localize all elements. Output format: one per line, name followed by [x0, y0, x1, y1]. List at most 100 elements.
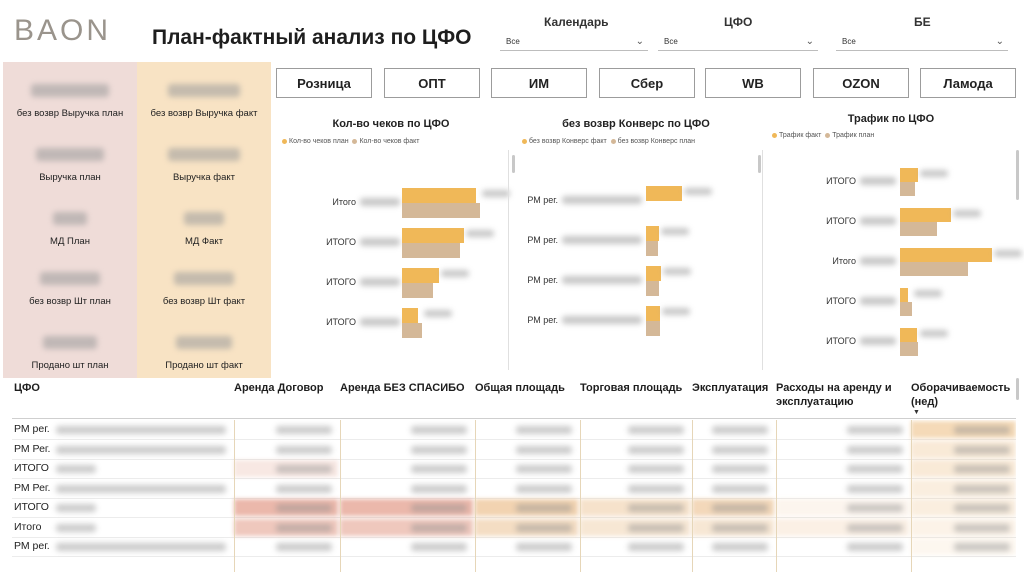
kpi-label: Продано шт факт — [165, 360, 243, 371]
tab-opt[interactable]: ОПТ — [384, 68, 480, 98]
cell-value — [847, 465, 903, 473]
kpi-plan-card: МД План — [3, 212, 137, 247]
bar-plan[interactable] — [402, 203, 480, 218]
bar-fact[interactable] — [900, 168, 919, 182]
scrollbar[interactable] — [758, 155, 761, 173]
heat-cell — [692, 518, 774, 536]
bar-fact[interactable] — [646, 306, 660, 321]
cell-value — [954, 445, 1010, 454]
scrollbar[interactable] — [1016, 378, 1019, 400]
bar-plan[interactable] — [900, 342, 919, 356]
bar-fact[interactable] — [402, 228, 465, 243]
bar-fact[interactable] — [402, 188, 477, 203]
row-label-blur — [56, 504, 96, 512]
col-header-turnover[interactable]: Оборачиваемость (нед) — [911, 382, 1011, 408]
bar-plan[interactable] — [900, 182, 915, 196]
col-header-exploitation[interactable]: Эксплуатация — [692, 382, 769, 394]
category-label-blur — [562, 236, 642, 244]
row-label: ИТОГО — [14, 462, 49, 474]
bar-fact[interactable] — [646, 266, 662, 281]
table-row[interactable] — [12, 537, 1016, 557]
cell-value — [954, 426, 1010, 434]
col-header-total-area[interactable]: Общая площадь — [475, 382, 565, 394]
bar-fact[interactable] — [900, 208, 951, 222]
scrollbar[interactable] — [512, 155, 515, 173]
filter-be-value: Все — [842, 37, 856, 46]
bar-plan[interactable] — [900, 222, 937, 236]
col-header-rent-no-spasibo[interactable]: Аренда БЕЗ СПАСИБО — [340, 382, 465, 394]
row-label: РМ рег. — [14, 423, 50, 435]
category-label: ИТОГО — [326, 277, 356, 287]
tab-lamoda[interactable]: Ламода — [920, 68, 1016, 98]
traffic-chart: Трафик по ЦФО Трафик факт Трафик план ИТ… — [766, 110, 1022, 376]
sort-desc-icon[interactable]: ▼ — [913, 409, 920, 416]
table-row[interactable] — [12, 498, 1016, 518]
col-header-expenses[interactable]: Расходы на аренду и эксплуатацию — [776, 382, 892, 408]
category-label: Итого — [832, 256, 856, 266]
data-label — [913, 290, 942, 297]
bar-plan[interactable] — [402, 243, 460, 258]
table-row[interactable] — [12, 420, 1016, 440]
filter-be-select[interactable]: Все ⌄ — [836, 35, 1008, 51]
cell-value — [411, 445, 467, 454]
bar-fact[interactable] — [646, 226, 659, 241]
row-label: РМ Рег. — [14, 442, 51, 455]
kpi-fact-card: Продано шт факт — [137, 336, 271, 371]
bar-plan[interactable] — [646, 281, 659, 296]
table-row[interactable] — [12, 479, 1016, 499]
legend-dot — [282, 138, 287, 144]
tab-sber[interactable]: Сбер — [599, 68, 695, 98]
bar-plan[interactable] — [646, 241, 658, 256]
checks-chart: Кол-во чеков по ЦФО Кол-во чеков план Ко… — [276, 110, 510, 376]
bar-fact[interactable] — [900, 288, 909, 302]
category-label: РМ рег. — [527, 195, 558, 205]
heat-cell — [234, 499, 338, 516]
col-header-retail-area[interactable]: Торговая площадь — [580, 382, 683, 394]
tab-ozon[interactable]: OZON — [813, 68, 909, 98]
bar-fact[interactable] — [900, 248, 992, 262]
category-label-blur — [562, 316, 642, 324]
row-label: Итого — [14, 520, 42, 533]
filter-cfo-select[interactable]: Все ⌄ — [658, 35, 818, 51]
cell-value — [628, 445, 684, 454]
cell-value — [712, 504, 768, 512]
bar-plan[interactable] — [402, 283, 434, 298]
kpi-value — [31, 84, 109, 97]
row-label-blur — [56, 445, 226, 454]
data-label — [482, 190, 510, 197]
legend-item: без возвр Конверс факт — [529, 138, 607, 145]
cell-value — [954, 543, 1010, 551]
bar-plan[interactable] — [402, 323, 422, 338]
bar-plan[interactable] — [900, 302, 912, 316]
cell-value — [516, 426, 572, 434]
bar-fact[interactable] — [402, 268, 440, 283]
filter-calendar-select[interactable]: Все ⌄ — [500, 35, 648, 51]
bar-plan[interactable] — [646, 321, 660, 336]
category-label-blur — [360, 278, 400, 286]
bar-fact[interactable] — [402, 308, 419, 323]
table-row[interactable] — [12, 440, 1016, 460]
scrollbar[interactable] — [1016, 150, 1019, 200]
heat-cell — [475, 499, 578, 516]
kpi-value — [184, 212, 224, 225]
bar-fact[interactable] — [646, 186, 682, 201]
heat-cell — [911, 460, 1016, 477]
tab-roznica[interactable]: Розница — [276, 68, 372, 98]
kpi-fact-card: без возвр Шт факт — [137, 272, 271, 307]
filter-cfo-value: Все — [664, 37, 678, 46]
row-label-blur — [56, 523, 96, 532]
row-label-blur — [56, 484, 226, 493]
divider — [508, 150, 509, 370]
legend-item: Трафик факт — [779, 132, 822, 139]
col-header-cfo[interactable]: ЦФО — [14, 382, 40, 394]
tab-im[interactable]: ИМ — [491, 68, 587, 98]
bar-plan[interactable] — [900, 262, 969, 276]
cell-value — [516, 484, 572, 493]
bar-fact[interactable] — [900, 328, 917, 342]
table-row[interactable] — [12, 459, 1016, 479]
chevron-down-icon: ⌄ — [635, 36, 644, 47]
cell-value — [847, 426, 903, 434]
tab-wb[interactable]: WB — [705, 68, 801, 98]
table-row[interactable] — [12, 518, 1016, 538]
col-header-rent[interactable]: Аренда Договор — [234, 382, 324, 394]
